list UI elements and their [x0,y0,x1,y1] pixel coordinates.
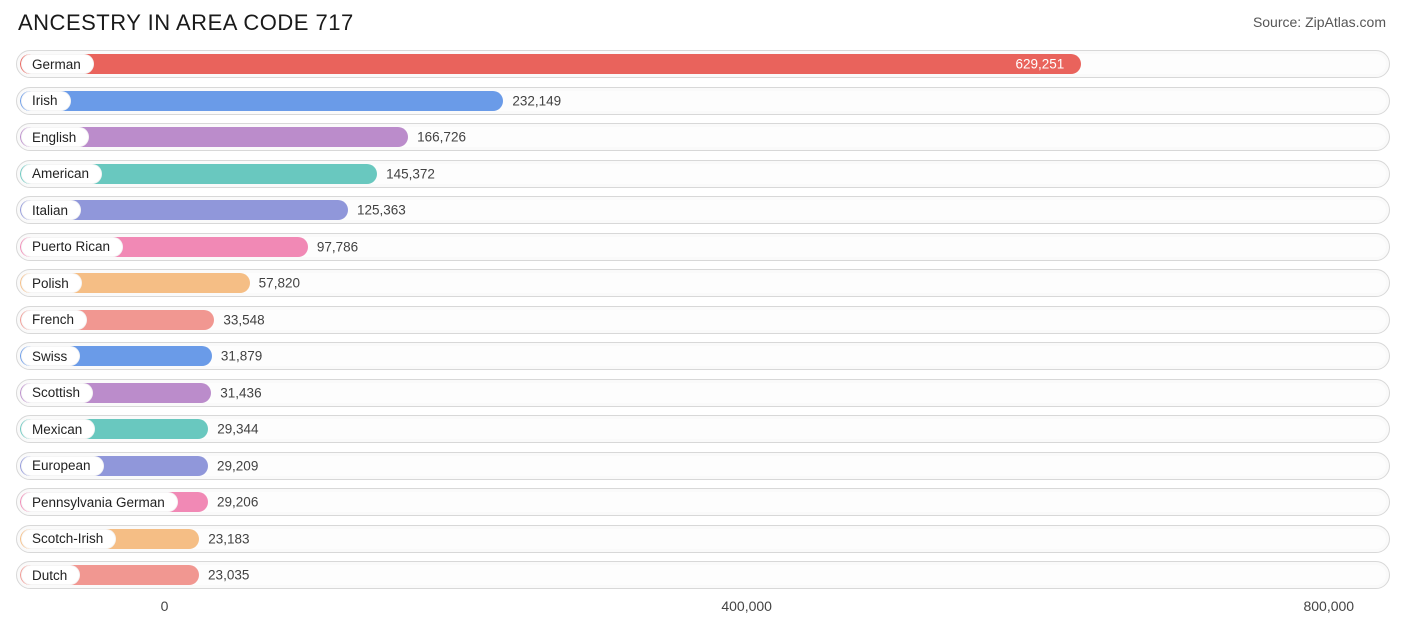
bar-label: European [21,456,104,476]
bar-label: American [21,164,102,184]
bar-label: Irish [21,91,71,111]
bar-value: 166,726 [417,130,466,145]
bar-row: German 629,251 [16,50,1390,78]
bar-value: 33,548 [223,312,264,327]
bar-chart: German 629,251 Irish 232,149 English 166,726 A… [0,44,1406,589]
bar-value: 57,820 [259,276,300,291]
bar-row: Irish 232,149 [16,87,1390,115]
bar: French [20,310,214,330]
bar-value: 29,209 [217,458,258,473]
bar: Irish [20,91,503,111]
bar-value: 125,363 [357,203,406,218]
chart-header: ANCESTRY IN AREA CODE 717 Source: ZipAtl… [0,0,1406,44]
bar-label: Pennsylvania German [21,492,178,512]
bar-label: English [21,127,89,147]
bar: Italian [20,200,348,220]
bar-row: American 145,372 [16,160,1390,188]
x-axis-tick: 800,000 [1303,598,1354,614]
bar-row: Mexican 29,344 [16,415,1390,443]
chart-title: ANCESTRY IN AREA CODE 717 [18,10,354,36]
bar: Mexican [20,419,208,439]
bar-value: 31,436 [220,385,261,400]
bar-value: 97,786 [317,239,358,254]
bar-label: French [21,310,87,330]
x-axis: 0 400,000 800,000 [16,598,1390,628]
bar-row: Puerto Rican 97,786 [16,233,1390,261]
bar-label: Swiss [21,346,80,366]
bar-track: Puerto Rican [20,237,1386,257]
bar-track: Italian [20,200,1386,220]
bar-label: German [21,54,94,74]
bar-label: Scotch-Irish [21,529,116,549]
bar: English [20,127,408,147]
bar: German [20,54,1081,74]
bar-track: German [20,54,1386,74]
bar: American [20,164,377,184]
bar-value: 29,344 [217,422,258,437]
x-axis-tick: 400,000 [721,598,772,614]
bar-track: English [20,127,1386,147]
bar-row: Dutch 23,035 [16,561,1390,589]
bar: Scotch-Irish [20,529,199,549]
bar-label: Italian [21,200,81,220]
bar: Scottish [20,383,211,403]
bar-row: Polish 57,820 [16,269,1390,297]
bar-value: 23,035 [208,568,249,583]
bar-track: American [20,164,1386,184]
bar-value: 232,149 [512,93,561,108]
bar-label: Mexican [21,419,95,439]
bar-track: Irish [20,91,1386,111]
bar-value: 31,879 [221,349,262,364]
chart-source: Source: ZipAtlas.com [1253,14,1386,30]
bar-label: Dutch [21,565,80,585]
bar-row: European 29,209 [16,452,1390,480]
bar: European [20,456,208,476]
bar-row: French 33,548 [16,306,1390,334]
bar-label: Scottish [21,383,93,403]
bar: Dutch [20,565,199,585]
bar-row: Scotch-Irish 23,183 [16,525,1390,553]
bar-row: Italian 125,363 [16,196,1390,224]
bar-track: Polish [20,273,1386,293]
bar-value: 29,206 [217,495,258,510]
bar-label: Puerto Rican [21,237,123,257]
bar-label: Polish [21,273,82,293]
bar-row: Pennsylvania German 29,206 [16,488,1390,516]
bar: Pennsylvania German [20,492,208,512]
x-axis-tick: 0 [161,598,169,614]
bar-row: English 166,726 [16,123,1390,151]
bar-row: Scottish 31,436 [16,379,1390,407]
bar: Puerto Rican [20,237,308,257]
bar: Polish [20,273,250,293]
bar-value: 629,251 [1015,57,1064,72]
bar-value: 145,372 [386,166,435,181]
bar: Swiss [20,346,212,366]
bar-value: 23,183 [208,531,249,546]
bar-row: Swiss 31,879 [16,342,1390,370]
